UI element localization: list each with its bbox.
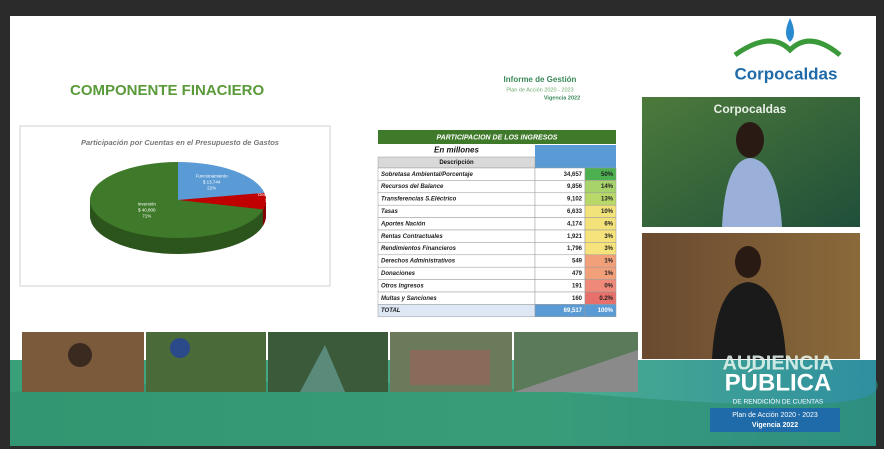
banner-subtitle: DE RENDICIÓN DE CUENTAS: [733, 397, 824, 406]
slide-title: COMPONENTE FINACIERO: [70, 82, 265, 99]
row-amount: 34,657: [564, 172, 583, 178]
speaker-head: [736, 122, 764, 158]
row-label: Donaciones: [381, 271, 416, 277]
row-percent: 3%: [604, 246, 613, 252]
banner-title: PÚBLICA: [725, 368, 832, 396]
table-cell: [378, 205, 535, 217]
income-table: PARTICIPACION DE LOS INGRESOS En millones…: [378, 130, 616, 317]
pie-label: $ 4,403: [265, 198, 281, 203]
pie-label: 7%: [270, 204, 277, 209]
row-percent: 3%: [604, 234, 613, 240]
table-header: Descripción: [439, 160, 474, 166]
row-amount: 69,517: [564, 308, 583, 314]
row-label: Tasas: [381, 209, 398, 215]
report-plan: Plan de Acción 2020 - 2023: [506, 87, 573, 93]
row-amount: 9,102: [567, 197, 583, 203]
row-label: Multas y Sanciones: [381, 296, 437, 302]
pie-label: $ 13,744: [203, 180, 221, 185]
row-label: Rendimientos Financieros: [381, 246, 457, 252]
pie-label: 22%: [207, 186, 216, 191]
banner-plan: Plan de Acción 2020 - 2023: [732, 412, 818, 419]
row-amount: 1,921: [567, 234, 583, 240]
row-amount: 160: [572, 296, 583, 302]
table-cell: [378, 304, 535, 316]
table-unit: En millones: [434, 146, 479, 155]
photo-detail: [410, 350, 490, 385]
row-percent: 0%: [604, 283, 613, 289]
table-title: PARTICIPACION DE LOS INGRESOS: [437, 134, 558, 141]
row-label: Transferencias S.Eléctrico: [381, 197, 457, 203]
row-amount: 191: [572, 283, 583, 289]
row-percent: 6%: [604, 221, 613, 227]
row-label: Aportes Nación: [380, 221, 426, 227]
row-percent: 50%: [601, 172, 614, 178]
row-label: Sobretasa Ambiental/Porcentaje: [381, 172, 473, 178]
row-percent: 0.2%: [599, 296, 613, 302]
row-percent: 13%: [601, 197, 614, 203]
photo-detail: [68, 343, 92, 367]
row-percent: 1%: [604, 271, 613, 277]
pie-label: $ 40,800: [138, 208, 156, 213]
pie-title: Participación por Cuentas en el Presupue…: [81, 138, 279, 147]
report-period: Vigencia 2022: [544, 95, 580, 101]
row-label: Otros Ingresos: [381, 283, 424, 289]
pie-label: 71%: [142, 214, 151, 219]
row-amount: 4,174: [567, 221, 583, 227]
report-title: Informe de Gestión: [504, 75, 577, 84]
row-amount: 479: [572, 271, 583, 277]
row-amount: 6,633: [567, 209, 583, 215]
interpreter-head: [735, 246, 761, 278]
row-amount: 9,856: [567, 184, 583, 190]
row-label: TOTAL: [381, 308, 401, 314]
banner-period: Vigencia 2022: [752, 422, 798, 429]
table-header-blue: [535, 145, 616, 168]
row-percent: 10%: [601, 209, 614, 215]
row-percent: 100%: [598, 308, 614, 314]
photo-detail: [170, 338, 190, 358]
page: COMPONENTE FINACIERO Informe de Gestión …: [0, 0, 884, 449]
photo-strip: [22, 332, 638, 392]
pie-label: Deuda Pública: [258, 192, 288, 197]
row-amount: 1,796: [567, 246, 583, 252]
row-label: Derechos Administrativos: [381, 259, 456, 265]
pie-label: Inversión: [138, 202, 157, 207]
pie-label: Funcionamiento: [196, 174, 229, 179]
screen: COMPONENTE FINACIERO Informe de Gestión …: [0, 0, 884, 449]
row-label: Recursos del Balance: [381, 184, 444, 190]
row-amount: 549: [572, 259, 583, 265]
video-sign: Corpocaldas: [714, 102, 787, 116]
logo-text: Corpocaldas: [735, 64, 838, 83]
row-percent: 1%: [604, 259, 613, 265]
row-percent: 14%: [601, 184, 614, 190]
row-label: Rentas Contractuales: [381, 234, 443, 240]
photo: [146, 332, 266, 392]
